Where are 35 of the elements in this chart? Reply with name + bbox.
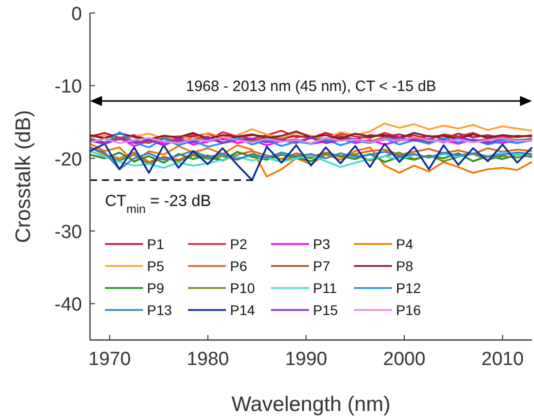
- x-tick-label: 1970: [88, 349, 131, 370]
- line-series: [89, 122, 533, 142]
- annotation: 1968 - 2013 nm (45 nm), CT < -15 dB: [186, 78, 436, 95]
- legend-label: P3: [313, 236, 330, 252]
- x-axis-title: Wavelength (nm): [231, 393, 391, 416]
- legend-label: P1: [147, 236, 164, 252]
- line-series: [89, 146, 533, 170]
- legend-label: P13: [147, 302, 172, 318]
- legend-label: P10: [230, 280, 256, 296]
- y-tick-label: -30: [54, 222, 82, 243]
- line-series: [89, 131, 533, 148]
- x-tick-label: 2010: [481, 349, 524, 370]
- line-series: [89, 150, 533, 169]
- line-series: [89, 146, 533, 163]
- legend-label: P8: [396, 258, 414, 274]
- legend-label: P11: [313, 280, 338, 296]
- legend-label: P14: [230, 302, 256, 318]
- legend-label: P4: [396, 236, 414, 252]
- legend-label: P15: [313, 302, 338, 318]
- legend-label: P6: [230, 258, 248, 274]
- legend-label: P2: [230, 236, 248, 252]
- y-tick-label: -20: [54, 149, 82, 170]
- x-tick-label: 1980: [186, 349, 230, 370]
- y-tick-label: -40: [54, 294, 82, 316]
- x-tick-label: 1990: [284, 349, 328, 370]
- legend-label: P16: [396, 302, 422, 318]
- legend-label: P9: [147, 280, 164, 296]
- legend-label: P5: [147, 258, 164, 274]
- y-tick-label: -10: [54, 76, 82, 98]
- legend-label: P12: [396, 280, 422, 296]
- y-tick-label: 0: [71, 4, 82, 25]
- legend-label: P7: [313, 258, 330, 274]
- annotation: CT$_{min}$ = -23 dB: [105, 193, 212, 216]
- x-tick-label: 2000: [383, 349, 426, 370]
- y-axis-title: Crosstalk (dB): [12, 110, 35, 244]
